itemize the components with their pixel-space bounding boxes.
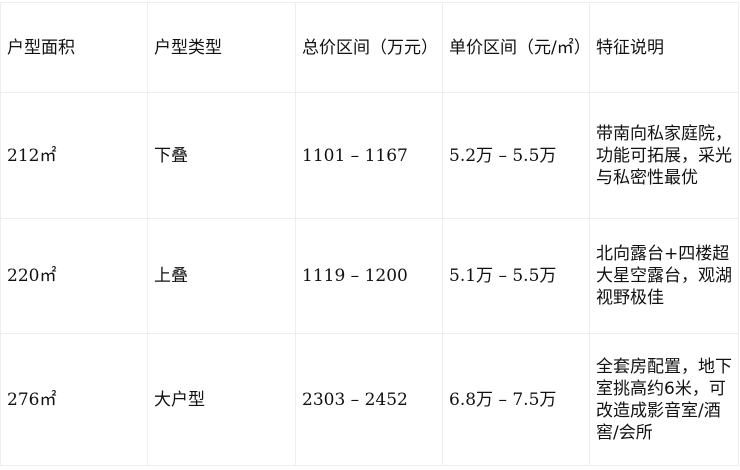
cell-type: 下叠 bbox=[147, 92, 296, 219]
cell-description: 带南向私家庭院，功能可拓展，采光与私密性最优 bbox=[589, 92, 739, 219]
table-row: 212㎡ 下叠 1101 – 1167 5.2万 – 5.5万 带南向私家庭院，… bbox=[0, 92, 739, 219]
cell-type: 上叠 bbox=[147, 218, 296, 334]
cell-area: 276㎡ bbox=[0, 333, 148, 466]
cell-total-price: 1119 – 1200 bbox=[295, 218, 443, 334]
header-total-price: 总价区间（万元） bbox=[295, 2, 443, 93]
header-row: 户型面积 户型类型 总价区间（万元） 单价区间（元/㎡） 特征说明 bbox=[0, 2, 739, 93]
cell-description: 全套房配置，地下室挑高约6米，可改造成影音室/酒窖/会所 bbox=[589, 333, 739, 466]
cell-area: 220㎡ bbox=[0, 218, 148, 334]
header-unit-price: 单价区间（元/㎡） bbox=[442, 2, 591, 93]
table-row: 220㎡ 上叠 1119 – 1200 5.1万 – 5.5万 北向露台+四楼超… bbox=[0, 218, 739, 334]
header-description: 特征说明 bbox=[589, 2, 739, 93]
table-row: 276㎡ 大户型 2303 – 2452 6.8万 – 7.5万 全套房配置，地… bbox=[0, 333, 739, 466]
cell-total-price: 2303 – 2452 bbox=[295, 333, 443, 466]
cell-unit-price: 6.8万 – 7.5万 bbox=[442, 333, 590, 466]
cell-area: 212㎡ bbox=[0, 92, 148, 219]
header-type: 户型类型 bbox=[147, 2, 296, 93]
header-area: 户型面积 bbox=[0, 2, 148, 93]
cell-unit-price: 5.2万 – 5.5万 bbox=[442, 92, 590, 219]
cell-description: 北向露台+四楼超大星空露台，观湖视野极佳 bbox=[589, 218, 739, 334]
cell-unit-price: 5.1万 – 5.5万 bbox=[442, 218, 590, 334]
cell-type: 大户型 bbox=[147, 333, 296, 466]
cell-total-price: 1101 – 1167 bbox=[295, 92, 443, 219]
